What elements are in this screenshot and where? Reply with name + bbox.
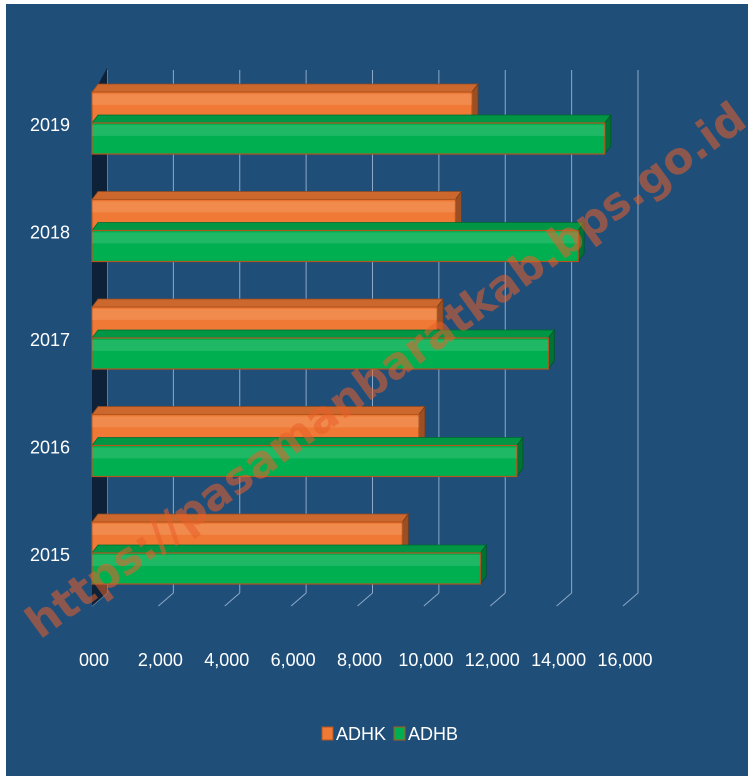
- x-tick-label: 10,000: [398, 650, 453, 670]
- x-tick-label: 2,000: [138, 650, 183, 670]
- x-tick-label: 16,000: [597, 650, 652, 670]
- gridline-floor: [489, 592, 506, 607]
- x-tick-label: 12,000: [465, 650, 520, 670]
- bar-layer: [91, 82, 612, 586]
- x-tick-label: 6,000: [271, 650, 316, 670]
- bar-adhb-2016: [91, 436, 524, 478]
- bar-adhb-2017: [91, 328, 556, 371]
- y-tick-label: 2015: [30, 545, 70, 565]
- gridline-floor: [622, 592, 639, 607]
- y-tick-label: 2017: [30, 330, 70, 350]
- legend-swatch: [321, 726, 334, 741]
- y-tick-label: 2019: [30, 115, 70, 135]
- legend: ADHK ADHB: [321, 724, 458, 744]
- legend-label: ADHB: [408, 724, 458, 744]
- bar-adhb-2015: [91, 543, 488, 586]
- bar-adhb-2018: [91, 221, 585, 263]
- gridline-floor: [290, 592, 307, 607]
- gridline-floor: [423, 592, 440, 607]
- gridline-floor: [357, 592, 373, 607]
- legend-swatch: [393, 726, 406, 741]
- legend-item-adhb: ADHB: [393, 724, 458, 744]
- legend-label: ADHK: [336, 724, 386, 744]
- y-tick-label: 2018: [30, 223, 70, 243]
- value-axis: 000 2,000 4,000 6,000 8,000 10,000 12,000 14,00…: [79, 650, 653, 670]
- gridline-floor: [158, 592, 174, 607]
- y-tick-label: 2016: [30, 438, 70, 458]
- category-axis: 2015 2016 2017 2018 2019: [30, 115, 70, 565]
- gridline-floor: [556, 592, 572, 607]
- legend-item-adhk: ADHK: [321, 724, 386, 744]
- gridline-floor: [224, 592, 241, 607]
- bar-adhb-2019: [91, 113, 612, 156]
- x-tick-label: 8,000: [337, 650, 382, 670]
- x-tick-label: 4,000: [204, 650, 249, 670]
- x-tick-label: 000: [79, 650, 109, 670]
- x-tick-label: 14,000: [531, 650, 586, 670]
